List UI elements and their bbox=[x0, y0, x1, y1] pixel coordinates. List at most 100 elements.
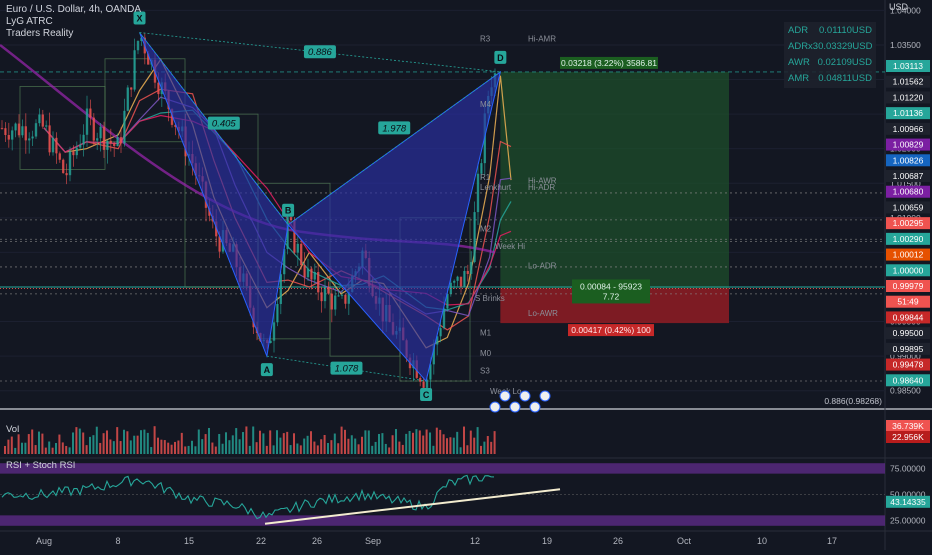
volume-bar bbox=[160, 439, 163, 454]
volume-tag-label: 22.956K bbox=[892, 432, 924, 442]
candle-body bbox=[99, 126, 102, 139]
stats-row-awr: AWR 0.02109USD bbox=[784, 54, 876, 70]
stats-label: AWR bbox=[788, 57, 810, 68]
event-flag-icon bbox=[519, 390, 531, 402]
volume-bar bbox=[248, 445, 251, 454]
rsi-value-box bbox=[886, 495, 930, 508]
candle-body bbox=[58, 153, 61, 160]
candle-body bbox=[17, 123, 21, 136]
volume-bar bbox=[123, 429, 125, 454]
pattern-point-badge bbox=[282, 203, 295, 217]
price-tag-box bbox=[886, 311, 930, 324]
event-flag-icon bbox=[539, 390, 551, 402]
volume-bar bbox=[191, 440, 193, 454]
fib-level-note: 0.886(0.98268) bbox=[824, 396, 882, 406]
stats-row-adr: ADR 0.01110USD bbox=[784, 22, 876, 38]
volume-bar bbox=[180, 432, 183, 454]
volume-bar bbox=[466, 445, 469, 454]
volume-bar bbox=[265, 445, 268, 454]
candle-body bbox=[0, 127, 4, 129]
rsi-value-label: 43.14335 bbox=[890, 497, 926, 507]
volume-bar bbox=[72, 432, 74, 454]
volume-bar bbox=[116, 427, 119, 454]
level-label: M1 bbox=[480, 328, 492, 337]
candle-body bbox=[133, 50, 136, 90]
stats-value: 0.04811USD bbox=[818, 73, 872, 84]
volume-bar bbox=[259, 430, 261, 454]
volume-bar bbox=[384, 443, 387, 454]
stats-value: 0.02109USD bbox=[817, 57, 872, 68]
candle-body bbox=[279, 274, 282, 304]
price-tick-label: 0.98500 bbox=[890, 386, 921, 396]
stats-label: AMR bbox=[788, 73, 810, 84]
volume-bar bbox=[129, 440, 132, 454]
volume-bar bbox=[422, 435, 425, 454]
price-tag-label: 1.00826 bbox=[893, 155, 924, 165]
volume-bar bbox=[408, 431, 411, 454]
volume-bar bbox=[330, 440, 333, 454]
level-label: Lo-AWR bbox=[528, 309, 558, 318]
indicator-label-atrc[interactable]: LyG ATRC bbox=[6, 16, 53, 27]
volume-bar bbox=[347, 438, 350, 454]
volume-bar bbox=[452, 437, 455, 454]
candle-body bbox=[65, 173, 68, 176]
volume-tag-label: 36.739K bbox=[892, 421, 924, 431]
level-label: R1 bbox=[480, 173, 491, 182]
candle-body bbox=[75, 147, 78, 156]
candle-body bbox=[45, 125, 48, 127]
time-tick-label: 12 bbox=[470, 536, 480, 546]
candle-body bbox=[283, 249, 286, 275]
volume-bar bbox=[490, 441, 493, 454]
volume-bar bbox=[395, 429, 397, 454]
price-tag-box bbox=[886, 264, 930, 277]
volume-bar bbox=[85, 445, 88, 454]
volume-bar bbox=[7, 439, 10, 454]
ratio-badge bbox=[207, 116, 240, 130]
candle-body bbox=[419, 377, 422, 382]
level-label: R3 bbox=[480, 34, 491, 43]
volume-bar bbox=[89, 436, 91, 454]
volume-bar bbox=[10, 436, 13, 454]
candle-body bbox=[429, 364, 432, 380]
ratio-badge bbox=[330, 361, 363, 375]
price-tag-label: 1.00000 bbox=[893, 265, 924, 275]
volume-bar bbox=[143, 429, 146, 454]
ratio-label: 1.978 bbox=[382, 123, 406, 134]
pattern-point-label: X bbox=[137, 14, 143, 24]
event-flag-icon bbox=[509, 401, 521, 413]
price-tag-box bbox=[886, 217, 930, 230]
volume-bar bbox=[449, 437, 452, 454]
candle-body bbox=[215, 221, 218, 237]
harmonic-bd-line bbox=[287, 71, 501, 226]
candle-body bbox=[41, 114, 44, 127]
indicator-label-traders-reality[interactable]: Traders Reality bbox=[6, 28, 74, 39]
volume-bar bbox=[401, 444, 404, 454]
price-tag-box bbox=[886, 154, 930, 167]
candle-body bbox=[96, 138, 99, 141]
profit-zone bbox=[500, 71, 729, 289]
candle-body bbox=[31, 136, 34, 139]
ratio-badge bbox=[378, 121, 411, 135]
volume-bar bbox=[245, 426, 248, 454]
time-tick-label: 26 bbox=[312, 536, 322, 546]
volume-bar bbox=[435, 427, 438, 454]
candle-body bbox=[340, 294, 344, 296]
level-label: Hi-AWR bbox=[528, 176, 557, 185]
candle-body bbox=[109, 140, 112, 144]
volume-bar bbox=[296, 443, 299, 454]
price-tag-box bbox=[886, 91, 930, 104]
candle-body bbox=[276, 303, 279, 323]
price-tag-label: 0.99895 bbox=[893, 344, 924, 354]
volume-bar bbox=[235, 428, 238, 454]
price-tag-label: 0.99478 bbox=[893, 360, 924, 370]
volume-bar bbox=[150, 447, 153, 454]
volume-bar bbox=[272, 445, 275, 454]
candle-body bbox=[293, 219, 296, 253]
price-tick-label: 0.99000 bbox=[890, 351, 921, 361]
price-tag-label: 1.00829 bbox=[893, 140, 924, 150]
candle-body bbox=[116, 137, 119, 146]
candle-body bbox=[286, 217, 289, 250]
price-tag-box bbox=[886, 280, 930, 292]
volume-bar bbox=[442, 434, 445, 454]
